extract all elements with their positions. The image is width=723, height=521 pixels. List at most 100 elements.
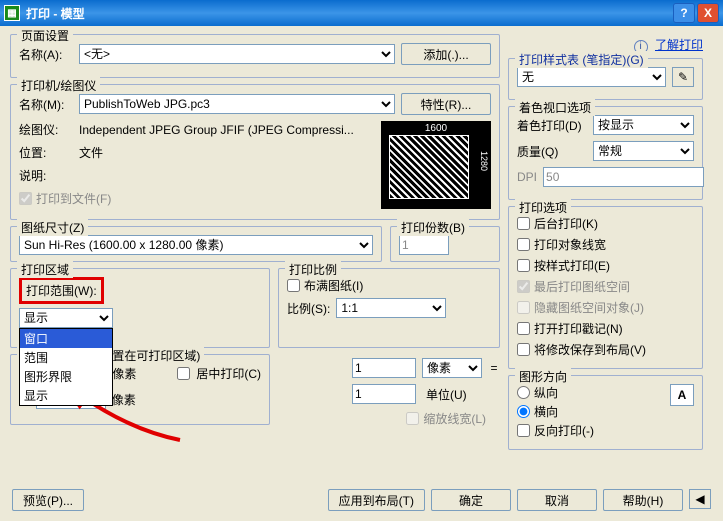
printer-name-select[interactable]: PublishToWeb JPG.pc3	[79, 94, 395, 114]
dpi-label: DPI	[517, 170, 537, 184]
learn-print-link[interactable]: 了解打印	[655, 38, 703, 52]
app-icon: ▦	[4, 5, 20, 21]
paper-size-select[interactable]: Sun Hi-Res (1600.00 x 1280.00 像素)	[19, 235, 373, 255]
scale-top-input[interactable]	[352, 358, 416, 378]
opt-stamp[interactable]	[517, 322, 530, 335]
location-value: 文件	[79, 144, 103, 161]
paper-size-title: 图纸尺寸(Z)	[17, 219, 88, 236]
opt-lineweights-label: 打印对象线宽	[534, 236, 606, 253]
quality-select[interactable]: 常规	[593, 141, 694, 161]
location-label: 位置:	[19, 144, 73, 161]
plotter-label: 绘图仪:	[19, 121, 73, 138]
desc-label: 说明:	[19, 167, 73, 184]
center-checkbox[interactable]	[177, 367, 190, 380]
plotter-value: Independent JPEG Group JFIF (JPEG Compre…	[79, 123, 354, 137]
range-option-display[interactable]: 显示	[20, 386, 112, 405]
style-table-group: 打印样式表 (笔指定)(G) 无 ✎	[508, 58, 703, 100]
quality-label: 质量(Q)	[517, 143, 587, 160]
opt-hidepaperspace	[517, 301, 530, 314]
opt-paperspace-last	[517, 280, 530, 293]
expand-icon[interactable]: ◀	[689, 489, 711, 509]
fit-checkbox[interactable]	[287, 279, 300, 292]
scale-bottom-input[interactable]	[352, 384, 416, 404]
paper-preview: 1600 1280	[381, 121, 491, 209]
add-button[interactable]: 添加(.)...	[401, 43, 491, 65]
x-unit: 像素	[112, 365, 136, 382]
paper-size-group: 图纸尺寸(Z) Sun Hi-Res (1600.00 x 1280.00 像素…	[10, 226, 382, 262]
opt-lineweights[interactable]	[517, 238, 530, 251]
plot-area-group: 打印区域 打印范围(W): 显示 窗口 范围 图形界限 显示	[10, 268, 270, 348]
y-unit: 像素	[112, 391, 136, 408]
fit-label: 布满图纸(I)	[304, 277, 363, 294]
scale-group: 打印比例 布满图纸(I) 比例(S): 1:1	[278, 268, 500, 348]
name-label: 名称(A):	[19, 46, 73, 63]
landscape-label: 横向	[534, 403, 558, 420]
ok-button[interactable]: 确定	[431, 489, 511, 511]
print-to-file-label: 打印到文件(F)	[36, 190, 111, 207]
close-button[interactable]: X	[697, 3, 719, 23]
ratio-label: 比例(S):	[287, 300, 330, 317]
lineweights-label: 缩放线宽(L)	[423, 410, 486, 427]
dpi-input	[543, 167, 704, 187]
opt-hidepaperspace-label: 隐藏图纸空间对象(J)	[534, 299, 644, 316]
opt-bystyle-label: 按样式打印(E)	[534, 257, 610, 274]
opt-savechanges-label: 将修改保存到布局(V)	[534, 341, 646, 358]
opt-stamp-label: 打开打印戳记(N)	[534, 320, 623, 337]
range-option-limits[interactable]: 图形界限	[20, 367, 112, 386]
lineweights-checkbox	[406, 412, 419, 425]
plot-area-title: 打印区域	[17, 261, 73, 278]
style-edit-icon[interactable]: ✎	[672, 67, 694, 87]
printer-title: 打印机/绘图仪	[17, 77, 100, 94]
scale-bottom-unit: 单位(U)	[422, 386, 482, 403]
shaded-group: 着色视口选项 着色打印(D)按显示 质量(Q)常规 DPI	[508, 106, 703, 200]
orientation-preview: A	[670, 384, 694, 406]
range-option-window[interactable]: 窗口	[20, 329, 112, 348]
equals-sign: =	[488, 361, 500, 375]
page-setup-name-select[interactable]: <无>	[79, 44, 395, 64]
copies-group: 打印份数(B)	[390, 226, 500, 262]
range-label: 打印范围(W):	[26, 284, 97, 298]
scale-top-unit[interactable]: 像素	[422, 358, 482, 378]
style-table-title: 打印样式表 (笔指定)(G)	[515, 51, 648, 68]
landscape-radio[interactable]	[517, 405, 530, 418]
help-button-footer[interactable]: 帮助(H)	[603, 489, 683, 511]
style-table-select[interactable]: 无	[517, 67, 666, 87]
opt-paperspace-last-label: 最后打印图纸空间	[534, 278, 630, 295]
portrait-label: 纵向	[534, 384, 558, 401]
range-label-box: 打印范围(W):	[19, 277, 104, 304]
center-label: 居中打印(C)	[196, 365, 261, 382]
cancel-button[interactable]: 取消	[517, 489, 597, 511]
help-button[interactable]: ?	[673, 3, 695, 23]
options-group: 打印选项 后台打印(K) 打印对象线宽 按样式打印(E) 最后打印图纸空间 隐藏…	[508, 206, 703, 369]
opt-background[interactable]	[517, 217, 530, 230]
window-title: 打印 - 模型	[26, 5, 671, 22]
copies-title: 打印份数(B)	[397, 219, 469, 236]
properties-button[interactable]: 特性(R)...	[401, 93, 491, 115]
printer-group: 打印机/绘图仪 名称(M): PublishToWeb JPG.pc3 特性(R…	[10, 84, 500, 220]
opt-savechanges[interactable]	[517, 343, 530, 356]
ratio-select[interactable]: 1:1	[336, 298, 446, 318]
range-option-extents[interactable]: 范围	[20, 348, 112, 367]
preview-button[interactable]: 预览(P)...	[12, 489, 84, 511]
shaded-title: 着色视口选项	[515, 99, 595, 116]
shade-color-select[interactable]: 按显示	[593, 115, 694, 135]
opt-background-label: 后台打印(K)	[534, 215, 598, 232]
portrait-radio[interactable]	[517, 386, 530, 399]
page-setup-group: 页面设置 名称(A): <无> 添加(.)...	[10, 34, 500, 78]
titlebar: ▦ 打印 - 模型 ? X	[0, 0, 723, 26]
options-title: 打印选项	[515, 199, 571, 216]
range-dropdown-list: 窗口 范围 图形界限 显示	[19, 328, 113, 406]
orientation-a: A	[678, 388, 687, 402]
apply-layout-button[interactable]: 应用到布局(T)	[328, 489, 425, 511]
preview-hatch	[389, 135, 469, 199]
orientation-group: 图形方向 纵向 横向 反向打印(-) A	[508, 375, 703, 450]
range-select[interactable]: 显示	[19, 308, 113, 328]
page-setup-title: 页面设置	[17, 27, 73, 44]
reverse-label: 反向打印(-)	[534, 422, 594, 439]
copies-input	[399, 235, 449, 255]
orientation-title: 图形方向	[515, 368, 571, 385]
opt-bystyle[interactable]	[517, 259, 530, 272]
print-to-file-checkbox	[19, 192, 32, 205]
reverse-checkbox[interactable]	[517, 424, 530, 437]
preview-width-label: 1600	[381, 123, 491, 134]
